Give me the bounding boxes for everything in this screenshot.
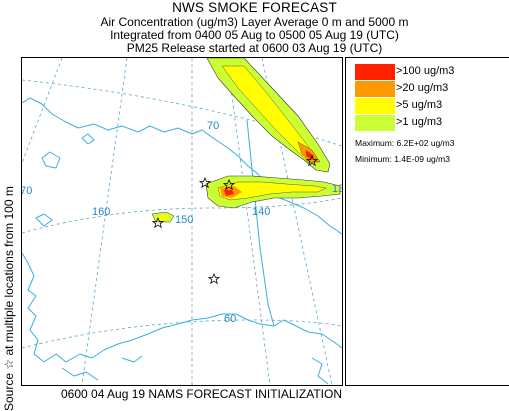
- coastline: [22, 97, 342, 385]
- island: [35, 213, 53, 227]
- source-star-icon: [207, 272, 221, 285]
- source-star-icon: [222, 178, 236, 191]
- longitude-line: [81, 58, 128, 385]
- grid-label-lat: 70: [207, 120, 219, 132]
- legend-label: >100 ug/m3: [396, 65, 455, 77]
- island: [121, 355, 143, 363]
- concentration-subtitle: Air Concentration (ug/m3) Layer Average …: [100, 15, 409, 29]
- aleutian-islands: [61, 367, 99, 381]
- minimum-value: Minimum: 1.4E-09 ug/m3: [355, 154, 450, 164]
- island: [81, 133, 95, 145]
- grid-label-lon: 150: [175, 214, 193, 226]
- longitude-line: [226, 58, 271, 385]
- map-title: NWS SMOKE FORECAST: [172, 0, 337, 15]
- legend-label: >1 ug/m3: [396, 116, 443, 128]
- smoke-plume-west-core: [156, 215, 168, 220]
- grid-label-lon: 160: [92, 206, 110, 218]
- grid-label-lat: 60: [224, 313, 236, 325]
- island: [41, 151, 61, 169]
- source-star-icon: [305, 154, 319, 167]
- smoke-plume-northeast: [206, 58, 331, 173]
- west-coast: [22, 252, 105, 363]
- legend-swatch: [355, 98, 395, 114]
- north-coast: [22, 97, 342, 235]
- grid-label-lon: 140: [252, 206, 270, 218]
- map-canvas: 170 160 150 70 140 130 60: [22, 58, 342, 385]
- longitude-line: [22, 58, 63, 164]
- source-star-icon: [151, 216, 165, 229]
- legend-swatch: [355, 115, 395, 131]
- panhandle-islands: [311, 357, 329, 385]
- legend-swatch: [355, 81, 395, 97]
- border-line: [246, 119, 275, 327]
- source-location-label: Source ☆ at multiple locations from 100 …: [2, 186, 16, 411]
- grid-label-lon: 130: [332, 183, 342, 195]
- panhandle-coast: [273, 319, 342, 349]
- release-start: PM25 Release started at 0600 03 Aug 19 (…: [126, 41, 383, 55]
- legend-panel: >100 ug/m3 >20 ug/m3 >5 ug/m3 >1 ug/m3 M…: [345, 57, 509, 386]
- legend-label: >5 ug/m3: [396, 99, 443, 111]
- source-markers: [151, 154, 319, 285]
- latitude-line: [22, 319, 342, 349]
- integration-period: Integrated from 0400 05 Aug to 0500 05 A…: [110, 28, 399, 42]
- source-star-icon: [198, 176, 212, 189]
- legend-label: >20 ug/m3: [396, 82, 449, 94]
- smoke-plume-east: [205, 175, 341, 209]
- smoke-map: 170 160 150 70 140 130 60: [21, 57, 343, 386]
- forecast-initialization: 0600 04 Aug 19 NAMS FORECAST INITIALIZAT…: [61, 387, 342, 401]
- grid-label-lon: 170: [22, 185, 32, 197]
- latitude-line: [22, 79, 342, 147]
- south-coast: [103, 313, 275, 351]
- maximum-value: Maximum: 6.2E+02 ug/m3: [355, 138, 455, 148]
- legend-swatch: [355, 64, 395, 80]
